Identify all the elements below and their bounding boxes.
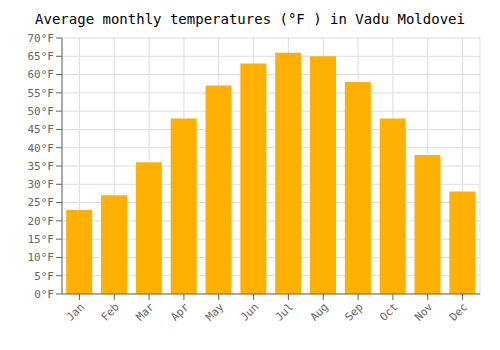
svg-text:55°F: 55°F (28, 87, 55, 100)
svg-text:Jul: Jul (273, 300, 296, 323)
svg-text:5°F: 5°F (34, 270, 54, 283)
svg-text:Dec: Dec (447, 300, 470, 323)
svg-text:15°F: 15°F (28, 233, 55, 246)
svg-text:40°F: 40°F (28, 142, 55, 155)
svg-text:Jan: Jan (64, 300, 87, 323)
svg-text:0°F: 0°F (34, 288, 54, 301)
svg-text:Jun: Jun (238, 300, 261, 323)
svg-text:65°F: 65°F (28, 50, 55, 63)
svg-text:Aug: Aug (308, 300, 331, 323)
svg-text:35°F: 35°F (28, 160, 55, 173)
svg-text:Feb: Feb (99, 300, 122, 323)
svg-text:May: May (203, 300, 227, 324)
svg-text:Oct: Oct (377, 300, 400, 323)
svg-text:50°F: 50°F (28, 105, 55, 118)
svg-text:70°F: 70°F (28, 32, 55, 45)
svg-text:10°F: 10°F (28, 251, 55, 264)
svg-text:25°F: 25°F (28, 196, 55, 209)
svg-text:Apr: Apr (168, 300, 192, 324)
svg-text:Mar: Mar (133, 300, 157, 324)
svg-text:45°F: 45°F (28, 123, 55, 136)
svg-text:20°F: 20°F (28, 215, 55, 228)
svg-text:Nov: Nov (412, 300, 436, 324)
svg-text:Sep: Sep (342, 300, 365, 323)
svg-text:60°F: 60°F (28, 68, 55, 81)
html-text:Average monthly temperatures (: Average monthly temperatures (°F ) in Va… (35, 11, 465, 27)
svg-text:30°F: 30°F (28, 178, 55, 191)
